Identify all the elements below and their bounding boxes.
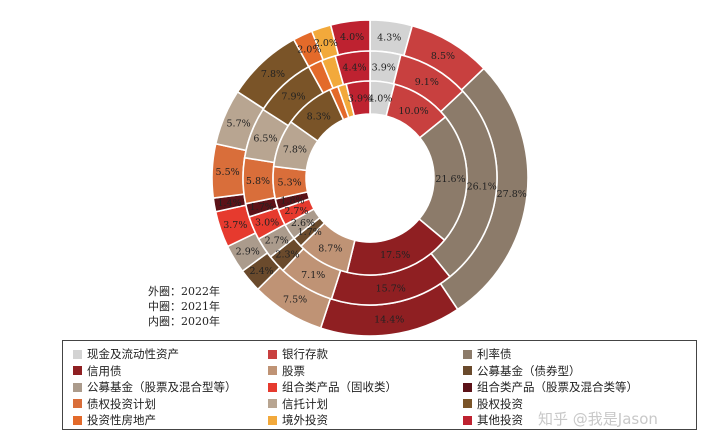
legend-label: 利率债 <box>477 347 512 361</box>
ring-0-label-1: 8.5% <box>431 51 455 62</box>
ring-0-label-7: 3.7% <box>223 220 247 231</box>
legend-swatch <box>268 382 277 392</box>
ring-0-label-11: 7.8% <box>261 69 285 80</box>
legend-item: 现金及流动性资产 <box>73 346 179 362</box>
legend-label: 银行存款 <box>282 347 328 361</box>
legend-swatch <box>463 382 472 392</box>
legend-item: 境外投资 <box>268 412 328 428</box>
legend-swatch <box>268 399 277 408</box>
ring-0-label-2: 27.8% <box>497 189 527 200</box>
legend-item: 股票 <box>268 363 305 379</box>
legend-item: 组合类产品（固收类） <box>268 379 397 395</box>
donut-rings <box>211 19 529 337</box>
legend-label: 信托计划 <box>282 396 328 411</box>
legend-label: 组合类产品（固收类） <box>282 380 397 394</box>
ring-1-label-1: 9.1% <box>415 77 439 88</box>
legend-label: 其他投资 <box>477 413 523 427</box>
legend-swatch <box>73 366 82 375</box>
legend-swatch <box>268 366 277 375</box>
ring-2-label-14: 3.9% <box>348 94 372 105</box>
ring-1-label-5: 2.3% <box>275 249 299 260</box>
year-note-inner: 内圈：2020年 <box>148 315 220 328</box>
ring-1-label-0: 3.9% <box>372 62 396 73</box>
legend-label: 现金及流动性资产 <box>87 347 179 361</box>
ring-1-label-3: 15.7% <box>376 284 406 295</box>
ring-0-label-5: 2.4% <box>250 266 274 277</box>
ring-0-label-4: 7.5% <box>283 295 307 306</box>
ring-1-label-6: 2.7% <box>265 235 289 246</box>
ring-0-label-0: 4.3% <box>377 32 401 43</box>
legend-item: 投资性房地产 <box>73 412 156 428</box>
ring-2-label-7: 2.7% <box>284 206 308 217</box>
legend-label: 股权投资 <box>477 396 523 411</box>
ring-0-label-12: 2.0% <box>297 45 321 56</box>
ring-2-slice-14 <box>345 80 371 117</box>
ring-0-label-9: 5.5% <box>216 167 240 178</box>
legend-label: 境外投资 <box>282 413 328 427</box>
year-note-middle: 中圈：2021年 <box>148 300 220 313</box>
legend-item: 债权投资计划 <box>73 396 156 412</box>
ring-2-label-1: 10.0% <box>399 106 429 117</box>
ring-0-label-6: 2.9% <box>236 247 260 258</box>
legend-item: 信托计划 <box>268 396 328 412</box>
legend-label: 公募基金（债券型） <box>477 363 581 378</box>
legend-swatch <box>73 415 82 425</box>
ring-2-label-6: 2.6% <box>291 218 315 229</box>
donut-chart: 4.3% 8.5% 27.8% 14.4% 7.5% 2.4% 2.9% 3.7% 1.4% 5.… <box>211 19 529 337</box>
legend-label: 股票 <box>282 363 305 378</box>
legend-label: 组合类产品（股票及混合类等） <box>477 380 638 394</box>
legend-swatch <box>268 415 277 425</box>
ring-2-label-4: 8.7% <box>318 244 342 255</box>
ring-2-label-10: 7.8% <box>283 145 307 156</box>
legend-label: 信用债 <box>87 363 122 378</box>
ring-0-label-3: 14.4% <box>374 315 404 326</box>
ring-2-label-9: 5.3% <box>278 178 302 189</box>
legend-swatch <box>73 349 82 359</box>
legend-item: 利率债 <box>463 346 512 362</box>
legend-swatch <box>463 415 472 425</box>
legend-swatch <box>73 382 82 392</box>
ring-0-label-14: 4.0% <box>340 32 364 43</box>
ring-1-label-9: 5.8% <box>246 176 270 187</box>
ring-1-label-7: 3.0% <box>255 218 279 229</box>
legend-item: 银行存款 <box>268 346 328 362</box>
legend-label: 投资性房地产 <box>87 413 156 427</box>
ring-1-label-11: 7.9% <box>281 92 305 103</box>
chart-legend: 现金及流动性资产 银行存款 利率债信用债 股票 公募基金（债券型） 公募基金（股票及混合型… <box>62 340 697 430</box>
ring-2-label-0: 4.0% <box>368 94 392 105</box>
legend-item: 公募基金（股票及混合型等） <box>73 379 237 395</box>
legend-swatch <box>268 349 277 359</box>
ring-2-label-3: 17.5% <box>380 250 410 261</box>
legend-swatch <box>463 349 472 359</box>
ring-0-label-8: 1.4% <box>218 198 242 209</box>
ring-2-label-5: 1.7% <box>298 227 322 238</box>
ring-0-label-13: 2.0% <box>314 38 338 49</box>
ring-1-label-2: 26.1% <box>467 181 497 192</box>
year-note-outer: 外圈：2022年 <box>148 285 220 298</box>
watermark: 知乎 @我是Jason <box>538 410 658 428</box>
ring-2-label-2: 21.6% <box>435 174 465 185</box>
ring-0-label-10: 5.7% <box>227 118 251 129</box>
legend-swatch <box>73 399 82 408</box>
ring-1-label-14: 4.4% <box>342 63 366 74</box>
legend-item: 其他投资 <box>463 412 523 428</box>
legend-item: 股权投资 <box>463 396 523 412</box>
donut-labels: 4.3% 8.5% 27.8% 14.4% 7.5% 2.4% 2.9% 3.7% 1.4% 5.… <box>216 32 527 326</box>
legend-item: 组合类产品（股票及混合类等） <box>463 379 638 395</box>
legend-swatch <box>463 399 472 408</box>
ring-2-label-8: 1.8% <box>280 195 304 206</box>
legend-item: 信用债 <box>73 363 122 379</box>
legend-label: 公募基金（股票及混合型等） <box>87 380 237 394</box>
legend-label: 债权投资计划 <box>87 396 156 411</box>
legend-swatch <box>463 366 472 375</box>
ring-1-label-4: 7.1% <box>301 270 325 281</box>
legend-item: 公募基金（债券型） <box>463 363 581 379</box>
ring-1-label-8: 1.7% <box>250 202 274 213</box>
ring-2-label-11: 8.3% <box>307 112 331 123</box>
ring-1-label-10: 6.5% <box>253 134 277 145</box>
